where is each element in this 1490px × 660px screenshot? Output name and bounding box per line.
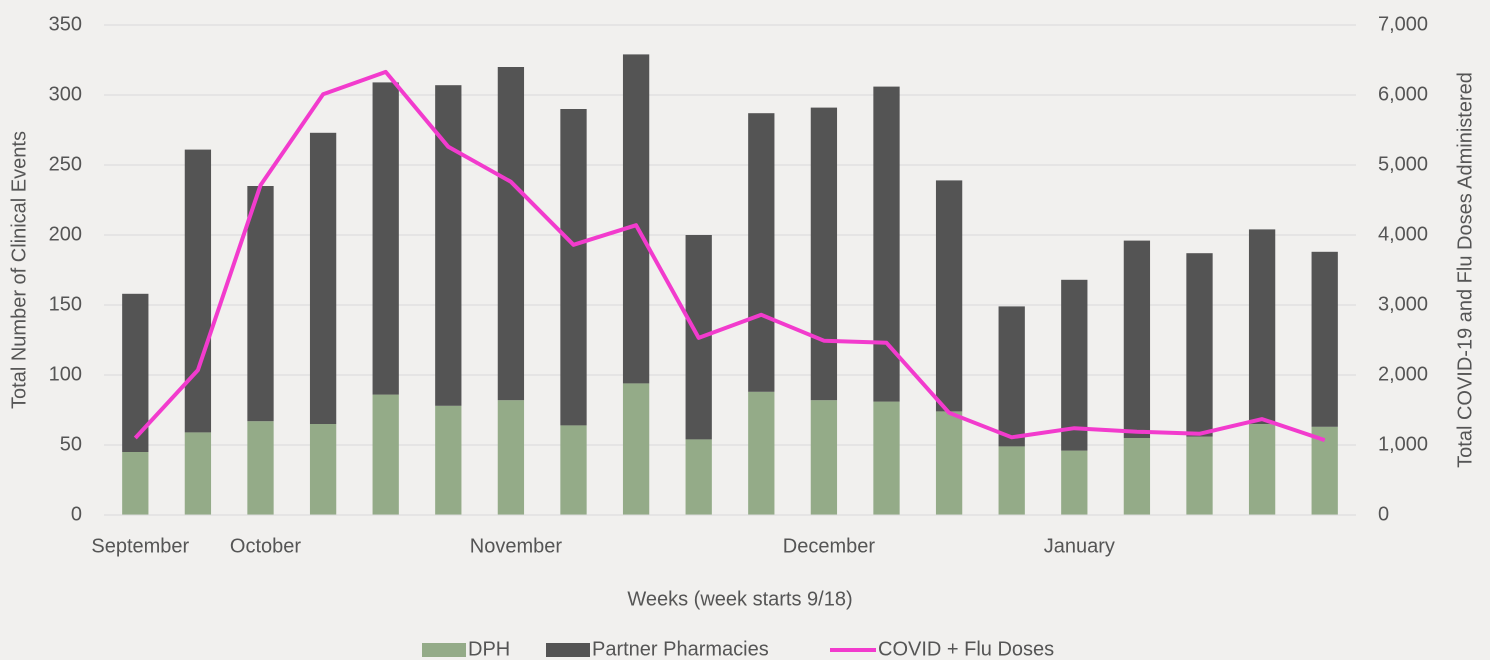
legend-swatch xyxy=(422,643,466,657)
y2-tick-label: 4,000 xyxy=(1378,223,1428,245)
bar-segment xyxy=(1186,436,1213,515)
y-axis-title: Total Number of Clinical Events xyxy=(8,131,30,409)
bar-segment xyxy=(122,452,149,515)
bar-segment xyxy=(685,439,712,515)
legend-label: COVID + Flu Doses xyxy=(878,638,1054,660)
y-tick-label: 150 xyxy=(49,293,82,315)
y2-tick-label: 2,000 xyxy=(1378,363,1428,385)
bar-segment xyxy=(560,109,587,426)
y2-tick-label: 3,000 xyxy=(1378,293,1428,315)
bar-segment xyxy=(1061,279,1088,451)
x-tick-label: November xyxy=(470,535,563,557)
x-tick-label: January xyxy=(1044,535,1115,557)
line-series xyxy=(133,69,1326,442)
bar-segment xyxy=(1123,240,1151,438)
y2-tick-label: 7,000 xyxy=(1378,13,1428,35)
bar-segment xyxy=(1123,438,1151,515)
bar-segment xyxy=(998,446,1025,515)
bar-segment xyxy=(435,405,462,515)
y2-axis-title: Total COVID-19 and Flu Doses Administere… xyxy=(1454,72,1476,468)
bar-segment xyxy=(1248,229,1276,424)
bar-segment xyxy=(184,432,212,515)
legend-swatch xyxy=(546,643,590,657)
y-tick-label: 50 xyxy=(60,433,82,455)
bar-segment xyxy=(1311,251,1338,427)
bar-segment xyxy=(1061,450,1088,515)
bar-segment xyxy=(622,54,650,384)
bar-segment xyxy=(748,391,775,515)
x-tick-label: October xyxy=(230,535,301,557)
y-tick-label: 100 xyxy=(49,363,82,385)
bar-segment xyxy=(247,186,274,422)
bar-segment xyxy=(497,67,525,401)
bar-segment xyxy=(1248,424,1276,515)
legend-label: Partner Pharmacies xyxy=(592,638,769,660)
x-tick-label: December xyxy=(783,535,876,557)
bar-segment xyxy=(935,411,963,515)
bar-segment xyxy=(309,424,337,515)
y2-tick-label: 1,000 xyxy=(1378,433,1428,455)
bar-segment xyxy=(622,383,650,515)
y-tick-label: 300 xyxy=(49,83,82,105)
bar-segment xyxy=(372,82,399,395)
bar-segment xyxy=(810,107,838,401)
y-tick-label: 0 xyxy=(71,503,82,525)
legend-label: DPH xyxy=(468,638,510,660)
bar-segment xyxy=(372,394,399,515)
bar-segment xyxy=(1186,253,1213,437)
x-axis-title: Weeks (week starts 9/18) xyxy=(627,588,852,610)
y-tick-label: 200 xyxy=(49,223,82,245)
bar-segment xyxy=(873,86,900,402)
y-tick-label: 350 xyxy=(49,13,82,35)
bar-segment xyxy=(309,132,337,425)
bar-segment xyxy=(873,401,900,515)
x-tick-label: September xyxy=(91,535,189,557)
y2-tick-label: 5,000 xyxy=(1378,153,1428,175)
bar-segment xyxy=(247,421,274,515)
bar-segment xyxy=(184,149,212,433)
bar-segment xyxy=(1311,426,1338,515)
bar-segment xyxy=(935,180,963,412)
bar-segment xyxy=(748,113,775,392)
bar-segment xyxy=(810,400,838,515)
bar-segment xyxy=(998,306,1025,447)
y-tick-label: 250 xyxy=(49,153,82,175)
bar-segment xyxy=(560,425,587,515)
bar-segment xyxy=(497,400,525,515)
y2-tick-label: 6,000 xyxy=(1378,83,1428,105)
y2-tick-label: 0 xyxy=(1378,503,1389,525)
